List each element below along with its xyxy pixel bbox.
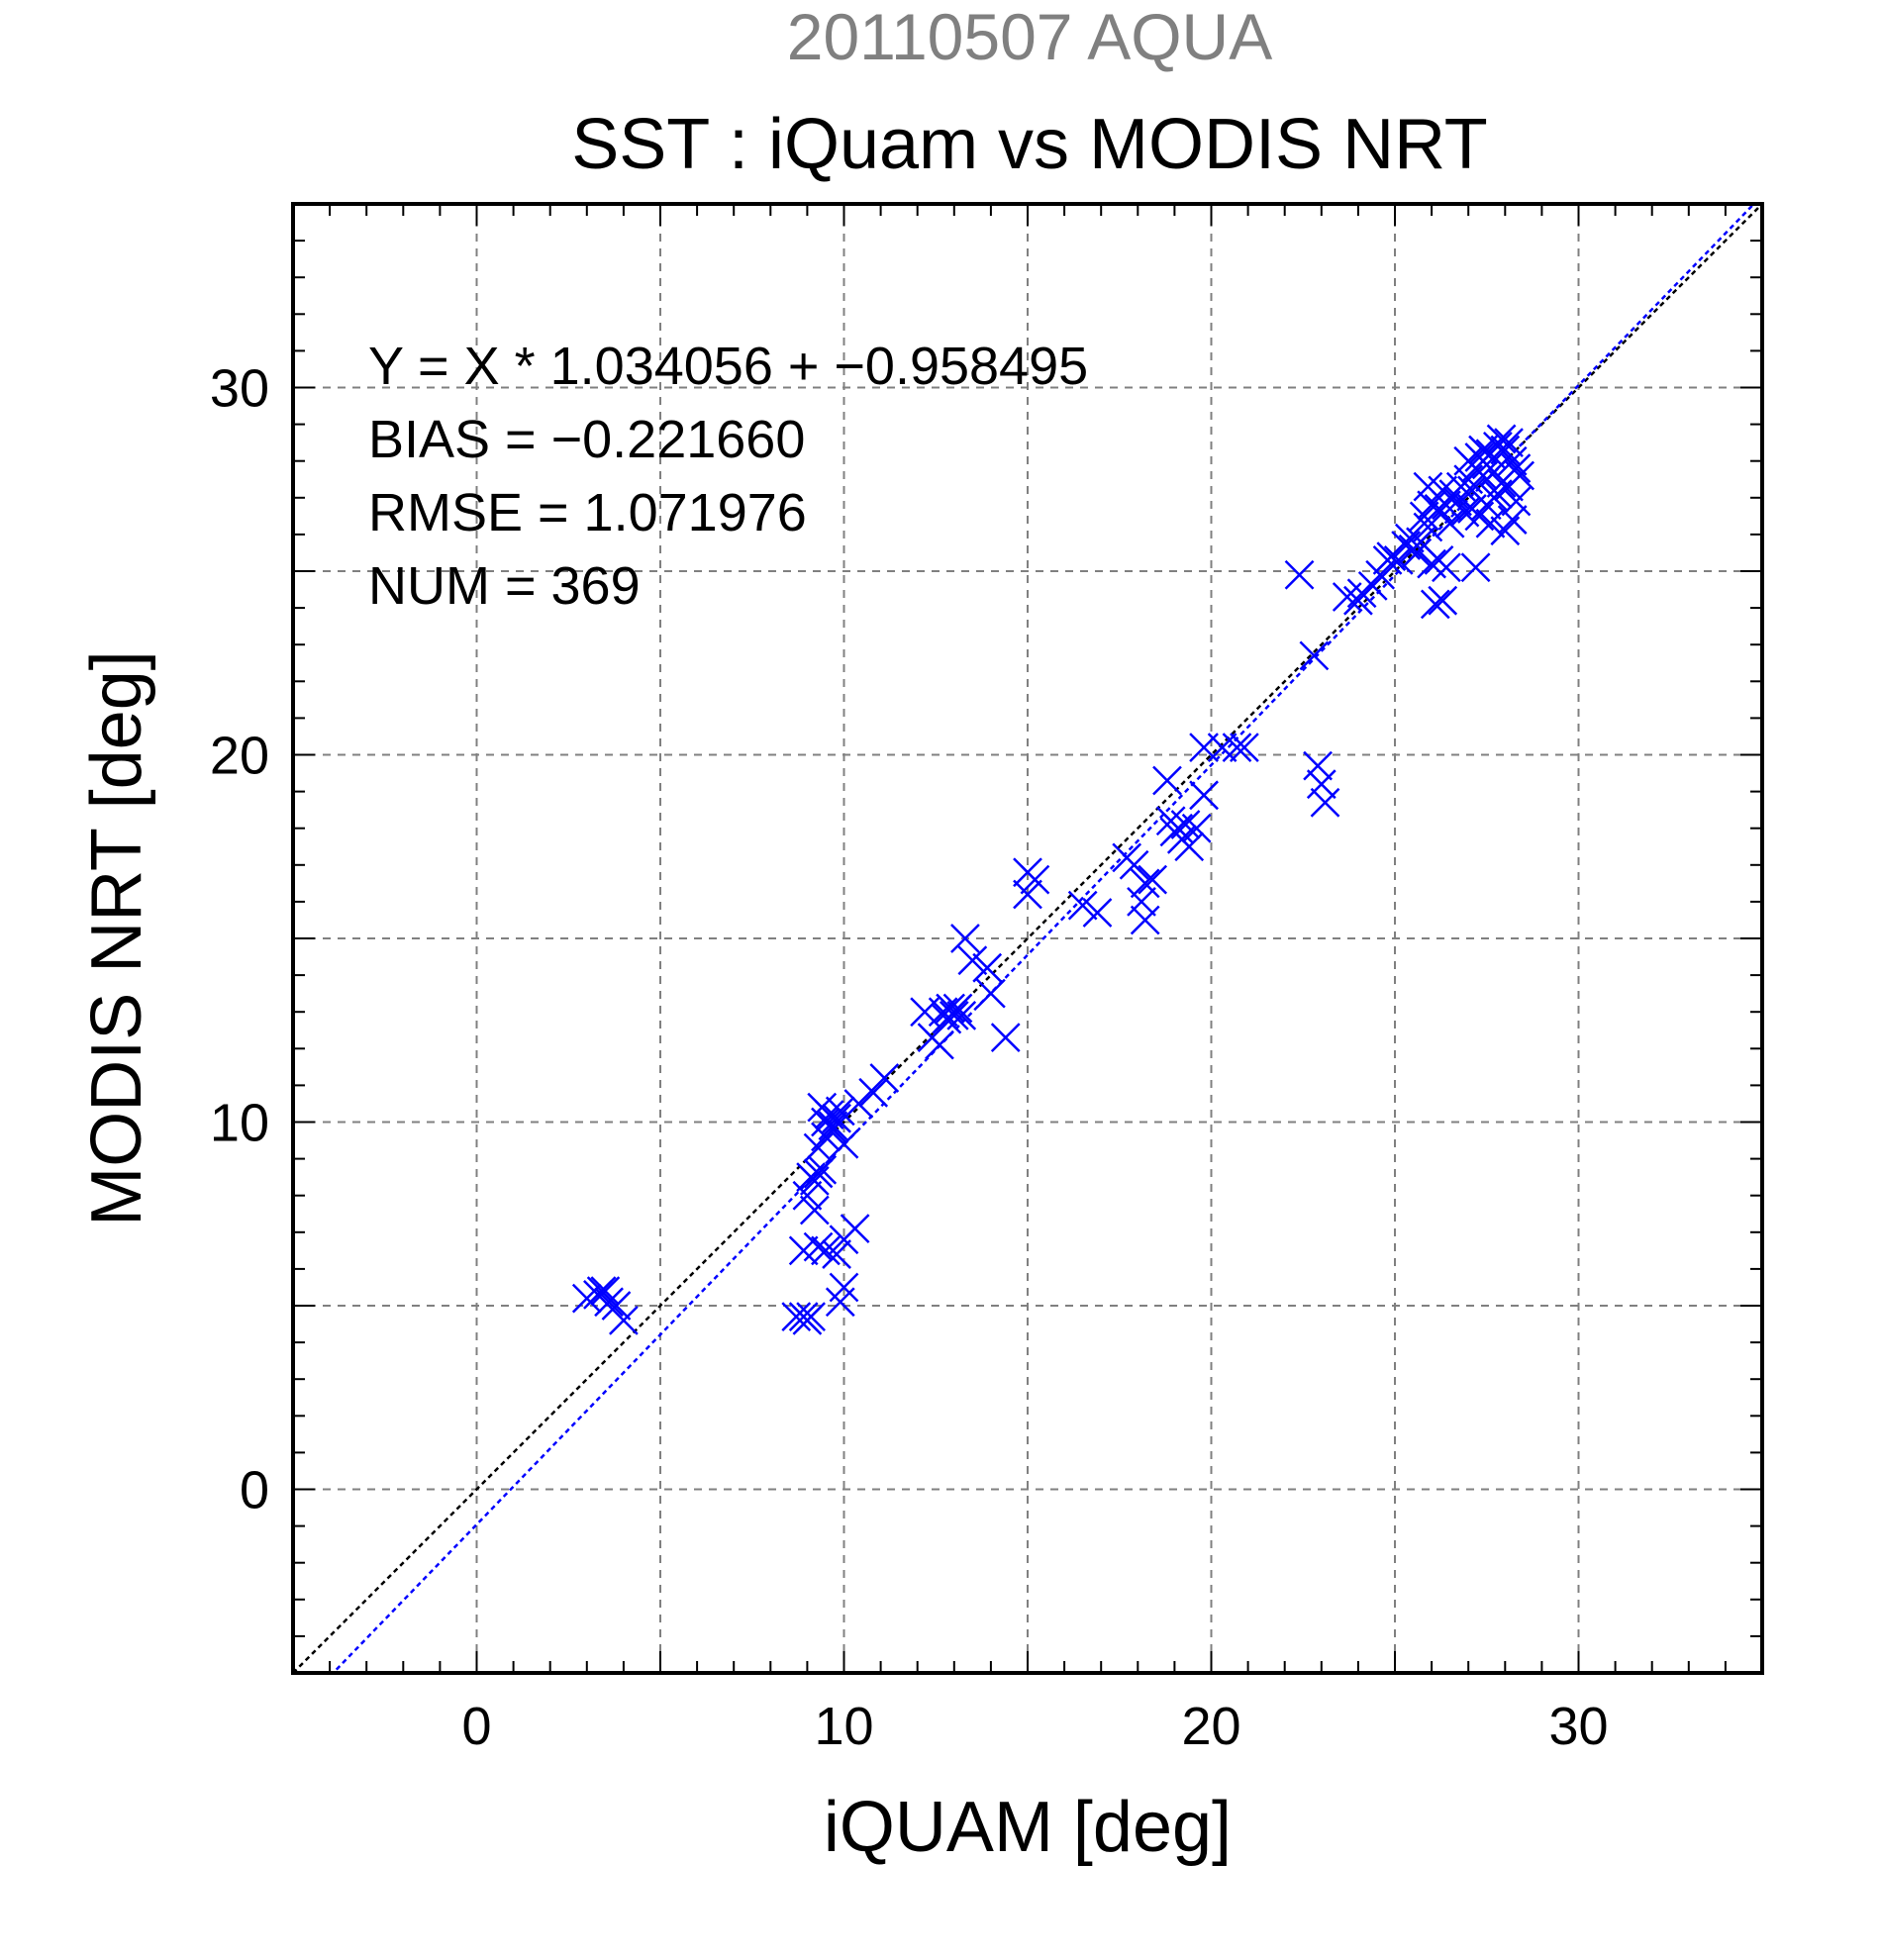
data-point [1159,817,1190,847]
data-point [1486,468,1517,498]
data-point [1365,559,1396,590]
y-tick-label: 0 [240,1461,269,1520]
x-tick-labels: 0 10 20 30 [461,1697,1608,1756]
annotation-regression: Y = X * 1.034056 + −0.958495 [368,337,1088,396]
data-point [1207,733,1238,762]
data-point [1230,733,1259,762]
data-point [586,1276,617,1307]
data-point [1020,864,1050,895]
data-point [792,1180,823,1211]
data-point [843,1089,874,1119]
annotation-bias: BIAS = −0.221660 [368,410,805,469]
data-point [825,1096,855,1127]
data-points [571,424,1535,1335]
data-point [1494,428,1524,458]
data-point [1501,486,1532,517]
data-point [818,1111,848,1141]
data-point [1435,508,1465,539]
data-point [1428,585,1458,616]
data-point [1306,769,1336,800]
data-point [1130,868,1160,899]
data-point [1013,879,1042,910]
data-point [1138,864,1168,895]
chart-title: SST : iQuam vs MODIS NRT [571,105,1488,184]
data-point [822,1103,851,1133]
chart-header: 20110507 AQUA [787,0,1273,73]
data-point [829,1128,859,1159]
data-point [1394,523,1425,553]
data-point [1468,435,1498,465]
data-point [990,1023,1021,1053]
data-point [950,924,980,953]
data-point [1152,765,1182,796]
data-point [1428,475,1458,506]
reference-lines [293,204,1762,1673]
data-point [928,997,958,1028]
y-tick-label: 30 [210,359,269,419]
data-point [1222,733,1252,762]
data-point [792,1305,823,1335]
y-axis-label: MODIS NRT [deg] [77,650,156,1226]
annotation-rmse: RMSE = 1.071976 [368,483,807,542]
stats-annotations: Y = X * 1.034056 + −0.958495 BIAS = −0.2… [368,337,1088,616]
data-point [858,1077,889,1108]
data-point [925,1029,954,1060]
data-point [1119,849,1149,880]
data-point [1299,640,1330,671]
data-point [1457,494,1487,524]
data-point [869,1063,900,1093]
x-axis-label: iQUAM [deg] [824,1788,1232,1867]
data-point [1127,887,1156,917]
data-point [957,945,988,976]
grid-lines [293,204,1762,1673]
data-point [1420,589,1450,620]
reference-line-one-to-one [293,204,1762,1673]
x-tick-label: 10 [814,1697,873,1756]
data-point [1130,905,1160,935]
data-point [1494,471,1524,502]
y-tick-label: 20 [210,727,269,786]
data-point [1453,445,1484,476]
data-point [840,1214,870,1243]
data-point [609,1305,639,1335]
data-point [1442,486,1472,517]
data-point [822,1239,851,1269]
data-point [1432,552,1461,583]
data-point [803,1231,834,1262]
data-point [976,978,1006,1009]
data-point [1189,780,1219,811]
x-tick-label: 20 [1181,1697,1240,1756]
data-point [799,1195,830,1225]
data-point [590,1276,621,1307]
annotation-num: NUM = 369 [368,556,641,616]
data-point [803,1132,834,1163]
reference-line-regression [331,204,1756,1673]
data-point [1460,552,1491,583]
data-point [1082,898,1113,928]
y-tick-labels: 0 10 20 30 [210,359,269,1520]
data-point [1383,544,1414,575]
data-point [1310,787,1340,818]
data-point [825,1287,855,1318]
data-point [932,1004,962,1034]
data-point [1497,445,1528,476]
data-point [1486,424,1517,454]
x-tick-label: 30 [1548,1697,1608,1756]
data-point [1284,559,1315,590]
y-tick-label: 10 [210,1094,269,1153]
data-point [811,1235,841,1266]
data-point [1402,538,1433,568]
data-point [1303,750,1333,781]
data-point [972,952,1003,983]
data-point [1497,505,1528,535]
x-tick-label: 0 [461,1697,491,1756]
data-point [811,1107,841,1137]
data-point [781,1302,812,1332]
plot-frame [291,202,1764,1675]
data-point [1067,890,1098,921]
data-point [939,1001,969,1030]
